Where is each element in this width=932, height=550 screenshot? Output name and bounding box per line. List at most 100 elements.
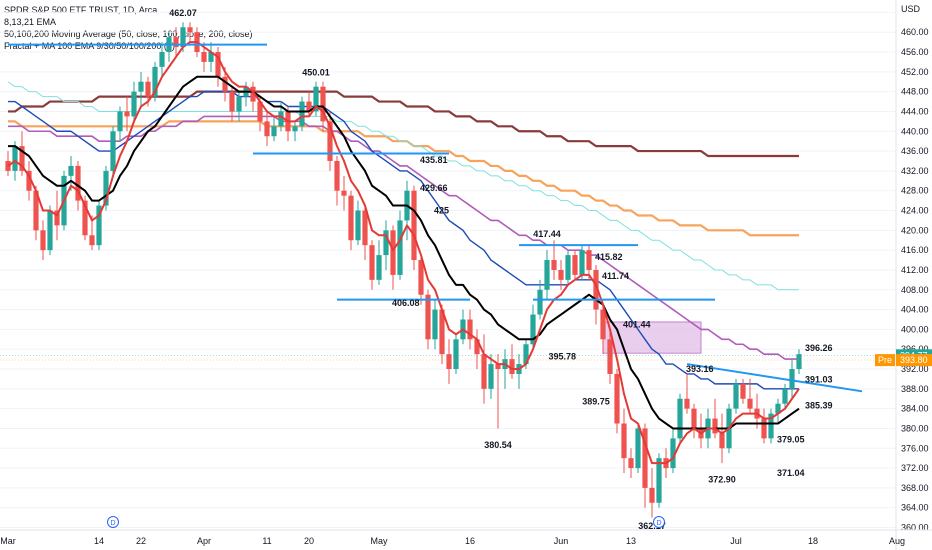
trendline — [686, 363, 863, 393]
candle-body — [439, 309, 445, 355]
price-tick-label: 420.00 — [901, 225, 929, 235]
price-annotation: 417.44 — [533, 229, 561, 239]
price-annotation: 401.44 — [623, 319, 651, 329]
candle — [740, 378, 746, 404]
grid — [0, 11, 896, 529]
time-tick-label: 13 — [626, 536, 636, 546]
candle-body — [355, 210, 361, 241]
price-annotation: 372.90 — [708, 475, 736, 485]
candle — [446, 339, 452, 384]
price-annotation: 385.39 — [805, 401, 833, 411]
price-annotation: 371.04 — [777, 468, 805, 478]
candle — [292, 121, 298, 142]
candle-body — [82, 200, 88, 236]
candle-body — [481, 354, 487, 389]
candle-body — [271, 126, 277, 137]
candle — [593, 265, 599, 325]
candle-body — [733, 383, 739, 409]
candle-body — [747, 398, 753, 409]
time-tick-label: 16 — [465, 536, 475, 546]
candle — [544, 250, 550, 300]
ma100-line — [7, 81, 799, 291]
time-tick-label: 20 — [304, 536, 314, 546]
candle-body — [383, 230, 389, 256]
price-tick-label: 368.00 — [901, 483, 929, 493]
price-annotation: 380.54 — [484, 440, 512, 450]
time-tick-label: 18 — [808, 536, 818, 546]
candle-body — [236, 96, 242, 112]
candle-body — [348, 195, 354, 241]
time-tick-label: Apr — [197, 536, 211, 546]
candle — [26, 160, 32, 201]
price-tick-label: 444.00 — [901, 106, 929, 116]
candle-body — [579, 250, 585, 275]
price-tick-label: 452.00 — [901, 67, 929, 77]
legend-line-fractal: Fractal + MA 100 EMA 9/30/50/100/200 (2) — [4, 41, 175, 51]
candle-body — [264, 121, 270, 137]
price-axis: USD 460.00 456.00 452.00 448.00 444.00 440.00 4… — [895, 0, 929, 550]
candle — [677, 393, 683, 444]
candle — [432, 299, 438, 350]
candle-body — [572, 255, 578, 275]
candle-body — [523, 344, 529, 365]
candle-body — [712, 418, 718, 434]
candle — [334, 156, 340, 206]
price-annotation: 425 — [434, 206, 449, 216]
candle-body — [719, 433, 725, 449]
candle-body — [131, 91, 137, 117]
candle — [600, 304, 606, 355]
candle — [229, 86, 235, 122]
candle — [313, 81, 319, 117]
price-annotation: 450.01 — [302, 68, 330, 78]
current-price-tag-bg — [896, 354, 932, 367]
candle-body — [537, 289, 543, 315]
price-tick-label: 432.00 — [901, 166, 929, 176]
price-tick-label: 428.00 — [901, 186, 929, 196]
candle-body — [397, 220, 403, 275]
candle-body — [768, 413, 774, 439]
ema8-line — [7, 41, 800, 465]
candle-body — [26, 170, 32, 191]
dividend-marker-circle — [653, 516, 665, 528]
candle — [712, 398, 718, 439]
candle-body — [642, 428, 648, 488]
candle-body — [173, 37, 179, 48]
candle — [348, 190, 354, 251]
candle — [40, 220, 46, 261]
candle — [558, 260, 564, 290]
candle — [768, 408, 774, 444]
candle — [495, 354, 501, 429]
candle-body — [432, 309, 438, 340]
candle-body — [145, 81, 151, 97]
candle — [411, 185, 417, 270]
candle-body — [68, 165, 74, 176]
candle-body — [278, 111, 284, 127]
candle-body — [691, 408, 697, 429]
candle-body — [586, 250, 592, 270]
candle-body — [600, 309, 606, 340]
candle-body — [488, 364, 494, 389]
candle — [453, 334, 459, 374]
dividend-marker-label: D — [110, 520, 115, 527]
candle-body — [362, 210, 368, 246]
candle-body — [551, 260, 557, 270]
candle-body — [117, 111, 123, 132]
candle-body — [250, 86, 256, 102]
candle — [355, 200, 361, 246]
candle — [649, 468, 655, 518]
price-tick-label: 416.00 — [901, 245, 929, 255]
pre-market-badge: Pre — [878, 355, 892, 365]
dividend-marker-label: D — [656, 520, 661, 527]
candle-body — [215, 52, 221, 77]
time-tick-label: May — [370, 536, 388, 546]
candle — [208, 42, 214, 72]
price-tick-label: 364.00 — [901, 503, 929, 513]
candle — [614, 369, 620, 434]
candle — [110, 126, 116, 176]
candle-body — [299, 101, 305, 127]
candle-body — [418, 260, 424, 295]
candle — [327, 111, 333, 171]
candle — [439, 304, 445, 365]
candle-body — [677, 398, 683, 439]
